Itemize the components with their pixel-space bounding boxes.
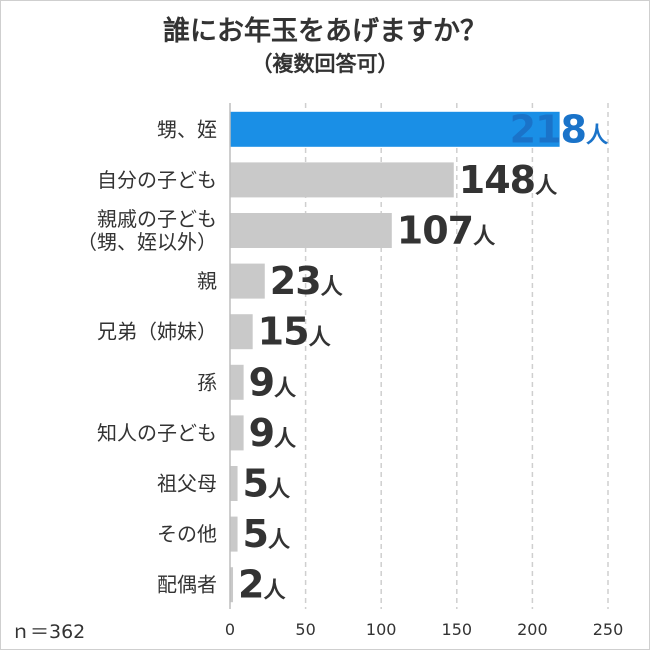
category-label-7: 祖父母 xyxy=(157,472,217,496)
category-label-9: 配偶者 xyxy=(157,573,217,597)
category-label-0: 甥、姪 xyxy=(157,117,217,141)
sample-size-note: ｎ＝362 xyxy=(11,621,86,643)
category-label-5: 孫 xyxy=(197,370,217,394)
category-label-1: 自分の子ども xyxy=(97,168,217,192)
x-tick-label-250: 250 xyxy=(593,620,624,639)
value-label-1: 148人 xyxy=(459,158,557,202)
category-label-6: 知人の子ども xyxy=(97,421,217,445)
bar-7 xyxy=(230,466,238,501)
bar-0 xyxy=(230,111,560,147)
bar-2 xyxy=(230,213,392,248)
value-label-6: 9人 xyxy=(249,411,296,455)
value-label-5: 9人 xyxy=(249,360,296,404)
category-label-3: 親 xyxy=(197,269,217,293)
value-label-8: 5人 xyxy=(243,512,290,556)
value-label-7: 5人 xyxy=(243,462,290,506)
x-tick-label-0: 0 xyxy=(225,620,235,639)
value-label-4: 15人 xyxy=(258,310,331,354)
bar-8 xyxy=(230,516,238,552)
category-label-2: 親戚の子ども（甥、姪以外） xyxy=(77,207,217,254)
value-label-9: 2人 xyxy=(238,563,285,607)
x-tick-label-150: 150 xyxy=(442,620,473,639)
bar-1 xyxy=(230,162,454,198)
category-label-8: その他 xyxy=(157,522,217,546)
value-label-0: 218人 xyxy=(510,107,608,151)
chart-title: 誰にお年玉をあげますか？ xyxy=(163,16,487,47)
bar-3 xyxy=(230,263,265,299)
x-tick-label-50: 50 xyxy=(295,620,315,639)
x-tick-label-200: 200 xyxy=(517,620,548,639)
category-label-4: 兄弟（姉妹） xyxy=(97,320,217,344)
value-label-3: 23人 xyxy=(270,259,343,303)
bar-5 xyxy=(230,364,244,400)
bar-6 xyxy=(230,415,244,451)
x-tick-label-100: 100 xyxy=(366,620,397,639)
bar-9 xyxy=(230,567,234,603)
value-label-2: 107人 xyxy=(397,209,495,253)
bar-4 xyxy=(230,314,253,350)
chart-subtitle: （複数回答可） xyxy=(251,52,399,76)
